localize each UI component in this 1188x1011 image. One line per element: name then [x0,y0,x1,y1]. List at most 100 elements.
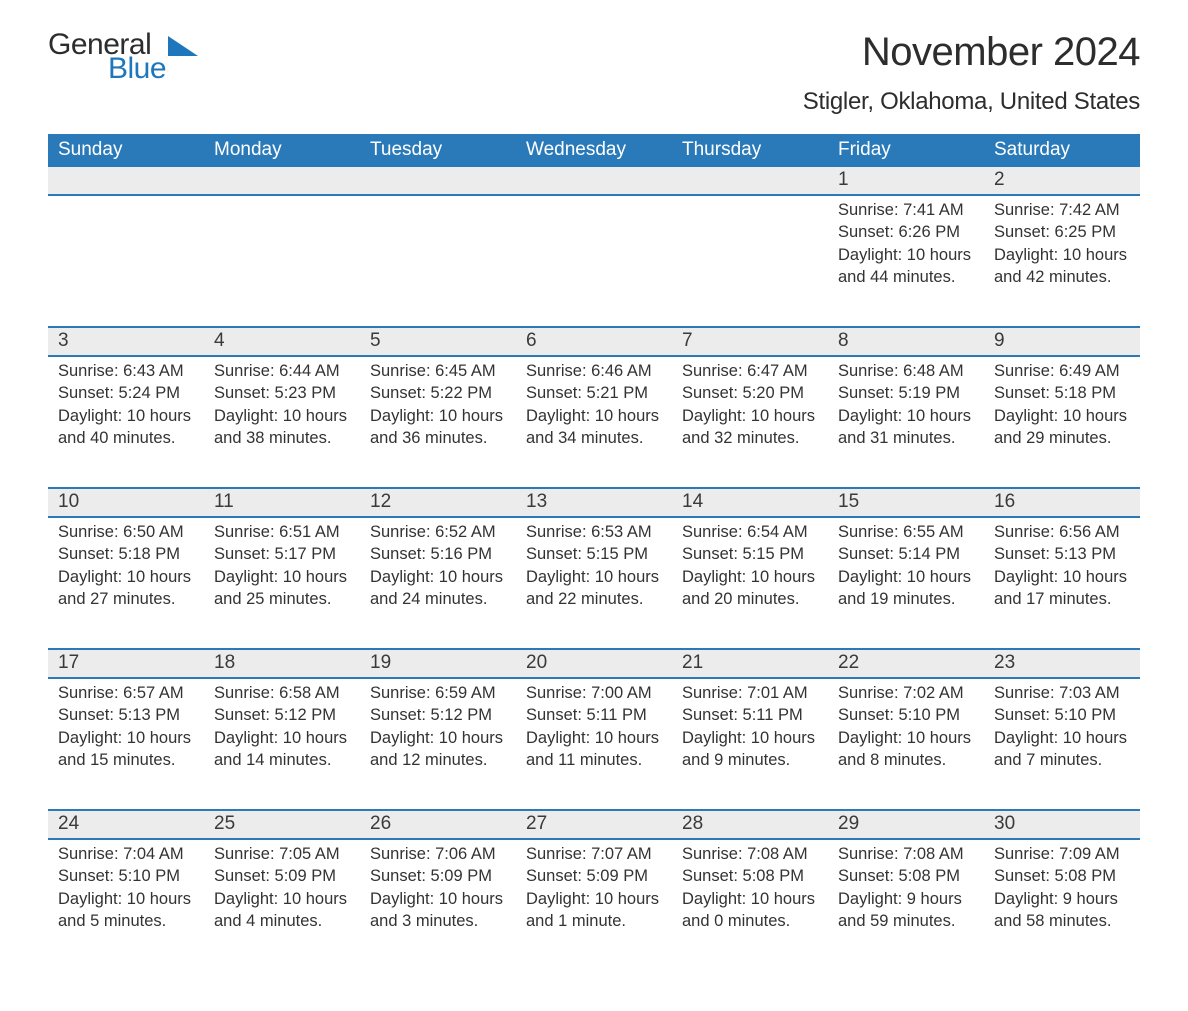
day-number-cell: 25 [204,810,360,839]
day-details-row: Sunrise: 7:04 AMSunset: 5:10 PMDaylight:… [48,839,1140,971]
day-number-cell: 23 [984,649,1140,678]
daylight-text: Daylight: 10 hours and 3 minutes. [370,888,508,933]
day-details: Sunrise: 6:46 AMSunset: 5:21 PMDaylight:… [516,357,672,465]
day-number-cell [360,167,516,195]
sunrise-text: Sunrise: 7:09 AM [994,843,1132,865]
day-header: Friday [828,134,984,167]
day-number-row: 3456789 [48,327,1140,356]
day-cell: Sunrise: 6:50 AMSunset: 5:18 PMDaylight:… [48,517,204,649]
daylight-text: Daylight: 10 hours and 12 minutes. [370,727,508,772]
daylight-text: Daylight: 10 hours and 19 minutes. [838,566,976,611]
sunrise-text: Sunrise: 7:08 AM [682,843,820,865]
sunrise-text: Sunrise: 6:43 AM [58,360,196,382]
day-cell: Sunrise: 7:06 AMSunset: 5:09 PMDaylight:… [360,839,516,971]
sunrise-text: Sunrise: 6:56 AM [994,521,1132,543]
day-number-row: 17181920212223 [48,649,1140,678]
day-number-cell: 24 [48,810,204,839]
day-cell [204,195,360,327]
day-cell: Sunrise: 7:04 AMSunset: 5:10 PMDaylight:… [48,839,204,971]
day-number-cell: 27 [516,810,672,839]
day-cell: Sunrise: 6:51 AMSunset: 5:17 PMDaylight:… [204,517,360,649]
day-header: Tuesday [360,134,516,167]
sunset-text: Sunset: 5:08 PM [994,865,1132,887]
day-cell: Sunrise: 7:00 AMSunset: 5:11 PMDaylight:… [516,678,672,810]
day-cell: Sunrise: 6:55 AMSunset: 5:14 PMDaylight:… [828,517,984,649]
brand-logo: General Blue [48,30,198,84]
day-header: Thursday [672,134,828,167]
daylight-text: Daylight: 9 hours and 58 minutes. [994,888,1132,933]
day-cell: Sunrise: 7:02 AMSunset: 5:10 PMDaylight:… [828,678,984,810]
sunset-text: Sunset: 5:09 PM [526,865,664,887]
sunrise-text: Sunrise: 6:44 AM [214,360,352,382]
sunrise-text: Sunrise: 6:54 AM [682,521,820,543]
sunset-text: Sunset: 5:10 PM [994,704,1132,726]
daylight-text: Daylight: 10 hours and 0 minutes. [682,888,820,933]
daylight-text: Daylight: 10 hours and 15 minutes. [58,727,196,772]
sunrise-text: Sunrise: 6:53 AM [526,521,664,543]
page-title: November 2024 [862,30,1140,75]
day-cell: Sunrise: 6:49 AMSunset: 5:18 PMDaylight:… [984,356,1140,488]
sunrise-text: Sunrise: 6:52 AM [370,521,508,543]
day-cell [360,195,516,327]
day-details: Sunrise: 6:50 AMSunset: 5:18 PMDaylight:… [48,518,204,626]
day-details: Sunrise: 7:05 AMSunset: 5:09 PMDaylight:… [204,840,360,948]
day-details: Sunrise: 6:55 AMSunset: 5:14 PMDaylight:… [828,518,984,626]
day-cell: Sunrise: 6:47 AMSunset: 5:20 PMDaylight:… [672,356,828,488]
sunset-text: Sunset: 5:08 PM [682,865,820,887]
sunset-text: Sunset: 5:20 PM [682,382,820,404]
day-cell: Sunrise: 6:56 AMSunset: 5:13 PMDaylight:… [984,517,1140,649]
sunrise-text: Sunrise: 6:55 AM [838,521,976,543]
day-cell: Sunrise: 7:09 AMSunset: 5:08 PMDaylight:… [984,839,1140,971]
day-number-cell: 14 [672,488,828,517]
day-number-cell: 26 [360,810,516,839]
daylight-text: Daylight: 10 hours and 29 minutes. [994,405,1132,450]
daylight-text: Daylight: 10 hours and 11 minutes. [526,727,664,772]
day-number-cell: 13 [516,488,672,517]
day-number-cell: 1 [828,167,984,195]
day-number-cell: 7 [672,327,828,356]
day-cell: Sunrise: 7:08 AMSunset: 5:08 PMDaylight:… [672,839,828,971]
day-details: Sunrise: 6:51 AMSunset: 5:17 PMDaylight:… [204,518,360,626]
sunrise-text: Sunrise: 7:03 AM [994,682,1132,704]
sunrise-text: Sunrise: 6:57 AM [58,682,196,704]
daylight-text: Daylight: 10 hours and 44 minutes. [838,244,976,289]
daylight-text: Daylight: 10 hours and 1 minute. [526,888,664,933]
sunset-text: Sunset: 5:15 PM [682,543,820,565]
day-number-cell: 30 [984,810,1140,839]
day-details: Sunrise: 6:52 AMSunset: 5:16 PMDaylight:… [360,518,516,626]
day-details: Sunrise: 7:06 AMSunset: 5:09 PMDaylight:… [360,840,516,948]
day-details: Sunrise: 6:58 AMSunset: 5:12 PMDaylight:… [204,679,360,787]
sunset-text: Sunset: 5:12 PM [370,704,508,726]
sunset-text: Sunset: 5:23 PM [214,382,352,404]
day-number-cell: 21 [672,649,828,678]
sunrise-text: Sunrise: 7:02 AM [838,682,976,704]
day-cell: Sunrise: 7:05 AMSunset: 5:09 PMDaylight:… [204,839,360,971]
daylight-text: Daylight: 10 hours and 31 minutes. [838,405,976,450]
daylight-text: Daylight: 10 hours and 22 minutes. [526,566,664,611]
day-details-row: Sunrise: 6:57 AMSunset: 5:13 PMDaylight:… [48,678,1140,810]
sunset-text: Sunset: 5:08 PM [838,865,976,887]
sunset-text: Sunset: 5:10 PM [58,865,196,887]
day-details: Sunrise: 6:54 AMSunset: 5:15 PMDaylight:… [672,518,828,626]
day-cell: Sunrise: 7:01 AMSunset: 5:11 PMDaylight:… [672,678,828,810]
day-number-cell [672,167,828,195]
brand-triangle-icon [168,36,198,56]
daylight-text: Daylight: 10 hours and 4 minutes. [214,888,352,933]
sunrise-text: Sunrise: 6:46 AM [526,360,664,382]
sunrise-text: Sunrise: 6:50 AM [58,521,196,543]
sunrise-text: Sunrise: 6:59 AM [370,682,508,704]
day-number-cell: 9 [984,327,1140,356]
sunrise-text: Sunrise: 7:41 AM [838,199,976,221]
day-cell [48,195,204,327]
day-details: Sunrise: 7:01 AMSunset: 5:11 PMDaylight:… [672,679,828,787]
sunrise-text: Sunrise: 7:01 AM [682,682,820,704]
day-number-cell: 4 [204,327,360,356]
sunset-text: Sunset: 5:11 PM [526,704,664,726]
day-header-row: Sunday Monday Tuesday Wednesday Thursday… [48,134,1140,167]
day-cell: Sunrise: 6:46 AMSunset: 5:21 PMDaylight:… [516,356,672,488]
header: General Blue November 2024 [48,30,1140,84]
day-details-row: Sunrise: 7:41 AMSunset: 6:26 PMDaylight:… [48,195,1140,327]
day-details: Sunrise: 7:08 AMSunset: 5:08 PMDaylight:… [672,840,828,948]
daylight-text: Daylight: 10 hours and 34 minutes. [526,405,664,450]
day-details: Sunrise: 6:57 AMSunset: 5:13 PMDaylight:… [48,679,204,787]
